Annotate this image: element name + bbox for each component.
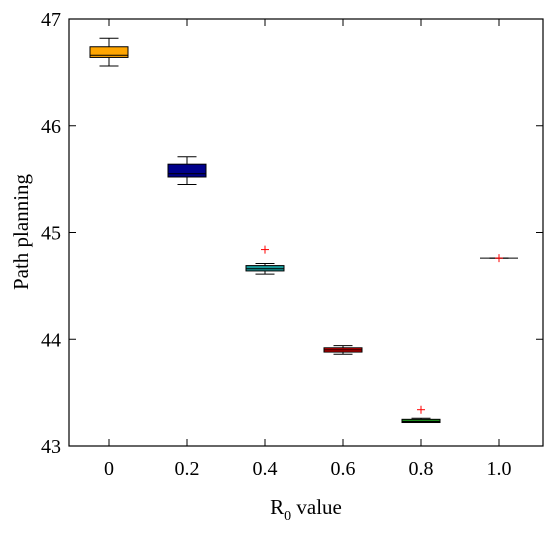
y-axis: 43 44 45 46 47 (41, 9, 543, 458)
x-axis-label: R0 value (270, 495, 342, 524)
x-tick-label: 0 (104, 458, 114, 480)
y-tick-label: 47 (41, 9, 61, 31)
box-plot-0.8 (401, 405, 441, 424)
box-plots (89, 37, 518, 424)
x-tick-label: 0.4 (253, 458, 278, 480)
x-tick-label: 1.0 (487, 458, 512, 480)
y-tick-label: 46 (41, 116, 61, 138)
box-plot-0.2 (167, 156, 207, 185)
box-body (245, 265, 285, 272)
x-axis-label-subscript: 0 (284, 509, 291, 524)
y-axis-label: Path planning (9, 173, 33, 290)
box-plot-0 (89, 37, 129, 67)
y-tick-label: 43 (41, 436, 61, 458)
box-body (401, 418, 441, 424)
x-axis-label-main: R (270, 495, 284, 519)
x-tick-label: 0.2 (175, 458, 200, 480)
x-axis-label-rest: value (291, 495, 342, 519)
y-tick-label: 45 (41, 223, 61, 245)
box-plot-0.4 (245, 245, 285, 275)
box-plot-1.0 (480, 254, 518, 263)
y-tick-label: 44 (41, 329, 61, 351)
x-axis: 0 0.2 0.4 0.6 0.8 1.0 (104, 19, 512, 480)
box-plot-0.6 (323, 345, 363, 355)
x-tick-label: 0.8 (409, 458, 434, 480)
x-tick-label: 0.6 (331, 458, 356, 480)
plot-frame (68, 18, 544, 447)
box-body (167, 163, 207, 178)
box-body (89, 46, 129, 58)
